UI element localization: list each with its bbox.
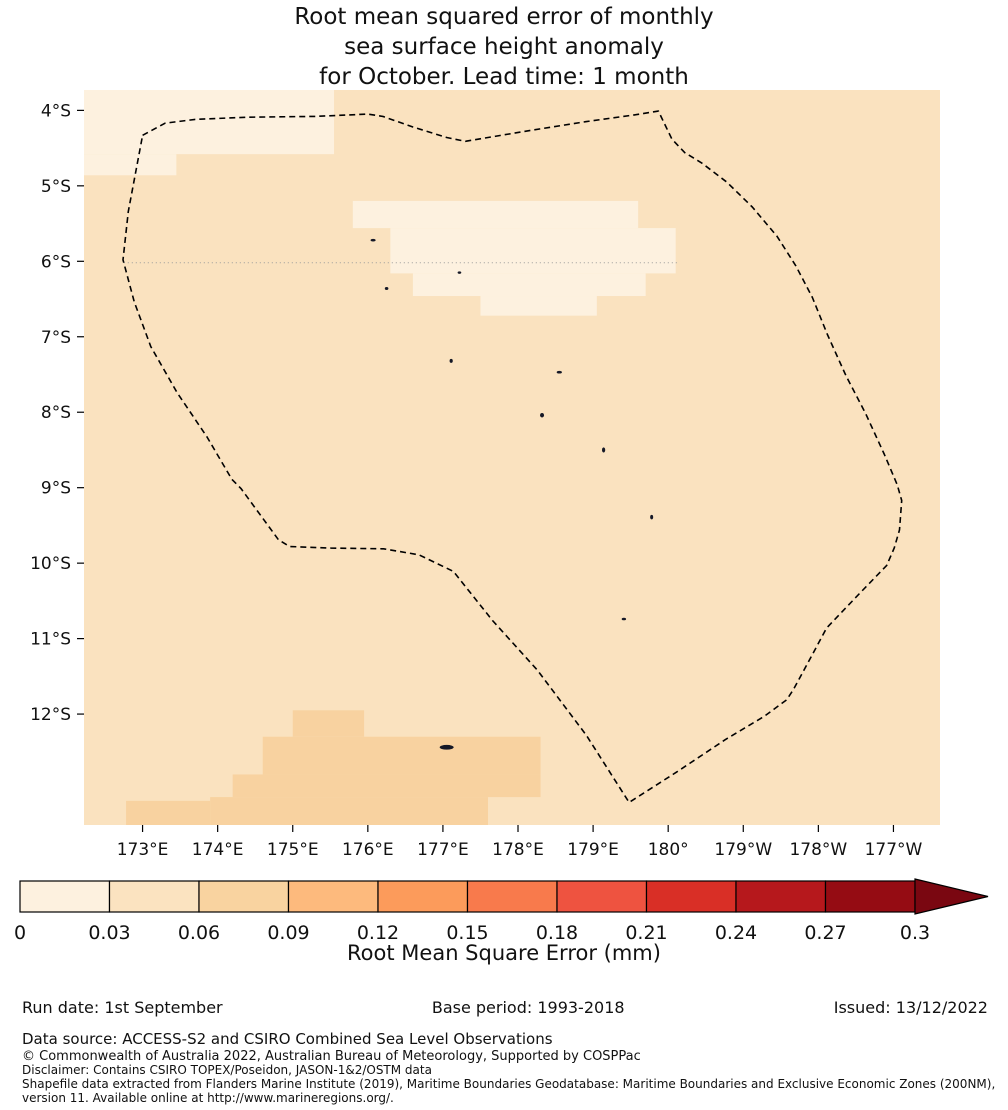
x-tick-label: 177°W	[865, 840, 923, 860]
shapefile-note-text: Shapefile data extracted from Flanders M…	[22, 1077, 996, 1105]
colorbar-segment	[824, 880, 916, 913]
colorbar-segment	[287, 880, 379, 913]
mid-rmse-region	[292, 710, 365, 737]
eez-boundary	[122, 110, 903, 804]
colorbar-segment	[645, 880, 737, 913]
low-rmse-region	[412, 273, 646, 297]
x-tick-label: 175°E	[267, 840, 319, 860]
map-background	[84, 90, 940, 825]
island-marker	[540, 413, 545, 418]
y-tick-label: 6°S	[41, 252, 71, 272]
island-marker	[602, 447, 606, 453]
base-period-text: Base period: 1993-2018	[431, 998, 625, 1017]
colorbar-segment	[198, 880, 290, 913]
x-tick-label: 174°E	[192, 840, 244, 860]
low-rmse-region	[84, 154, 177, 176]
x-tick-label: 179°E	[567, 840, 619, 860]
colorbar-arrow	[914, 878, 989, 915]
colorbar-segment	[19, 880, 111, 913]
x-tick-label: 176°E	[342, 840, 394, 860]
x-tick-label: 178°E	[492, 840, 544, 860]
x-tick-label: 178°W	[789, 840, 847, 860]
y-tick-label: 10°S	[30, 554, 71, 574]
footer-row: Run date: 1st September Base period: 199…	[22, 998, 988, 1017]
colorbar-tick-label: 0.24	[715, 922, 757, 944]
island-marker	[650, 514, 654, 520]
colorbar-tick-label: 0.15	[446, 922, 488, 944]
mid-rmse-region	[232, 774, 541, 798]
island-marker	[384, 286, 389, 290]
mid-rmse-region	[126, 800, 211, 825]
colorbar-tick-label: 0.06	[178, 922, 220, 944]
colorbar-segment	[466, 880, 558, 913]
issued-date-text: Issued: 13/12/2022	[833, 998, 988, 1017]
island-marker	[370, 238, 376, 242]
mid-rmse-region	[262, 736, 541, 775]
data-source-text: Data source: ACCESS-S2 and CSIRO Combine…	[22, 1030, 553, 1048]
chart-title-line1: Root mean squared error of monthly	[294, 4, 714, 30]
colorbar-segment	[377, 880, 469, 913]
x-tick-label: 179°W	[714, 840, 772, 860]
colorbar-label: Root Mean Square Error (mm)	[347, 941, 661, 965]
chart-title-line3: for October. Lead time: 1 month	[319, 64, 689, 90]
y-tick-label: 11°S	[30, 630, 71, 650]
x-tick-label: 180°	[648, 840, 689, 860]
island-marker	[556, 370, 562, 374]
run-date-text: Run date: 1st September	[22, 998, 223, 1017]
colorbar-segment	[735, 880, 827, 913]
x-tick-label: 177°E	[417, 840, 469, 860]
colorbar-tick-label: 0.03	[88, 922, 130, 944]
island-marker	[439, 744, 454, 750]
colorbar-tick-label: 0.09	[267, 922, 309, 944]
chart-title: Root mean squared error of monthly sea s…	[0, 2, 1008, 92]
colorbar-tick-label: 0.12	[357, 922, 399, 944]
disclaimer-text: Disclaimer: Contains CSIRO TOPEX/Poseido…	[22, 1063, 432, 1077]
low-rmse-region	[480, 296, 597, 316]
low-rmse-region	[84, 90, 335, 155]
mid-rmse-region	[210, 797, 488, 825]
x-tick-label: 173°E	[117, 840, 169, 860]
island-marker	[457, 271, 462, 274]
colorbar-tick-label: 0.21	[625, 922, 667, 944]
y-tick-label: 9°S	[41, 479, 71, 499]
colorbar-tick-label: 0.18	[536, 922, 578, 944]
y-tick-label: 12°S	[30, 705, 71, 725]
colorbar-tick-label: 0.3	[900, 922, 930, 944]
island-marker	[621, 617, 627, 621]
colorbar-tick-label: 0	[14, 922, 26, 944]
chart-title-line2: sea surface height anomaly	[344, 34, 664, 60]
colorbar-segment	[108, 880, 200, 913]
low-rmse-region	[352, 200, 639, 229]
colorbar-tick-label: 0.27	[804, 922, 846, 944]
y-tick-label: 5°S	[41, 177, 71, 197]
y-tick-label: 4°S	[41, 101, 71, 121]
island-marker	[449, 358, 453, 363]
low-rmse-region	[390, 228, 676, 274]
y-tick-label: 8°S	[41, 403, 71, 423]
colorbar-segment	[556, 880, 648, 913]
copyright-text: © Commonwealth of Australia 2022, Austra…	[22, 1049, 641, 1064]
y-tick-label: 7°S	[41, 328, 71, 348]
